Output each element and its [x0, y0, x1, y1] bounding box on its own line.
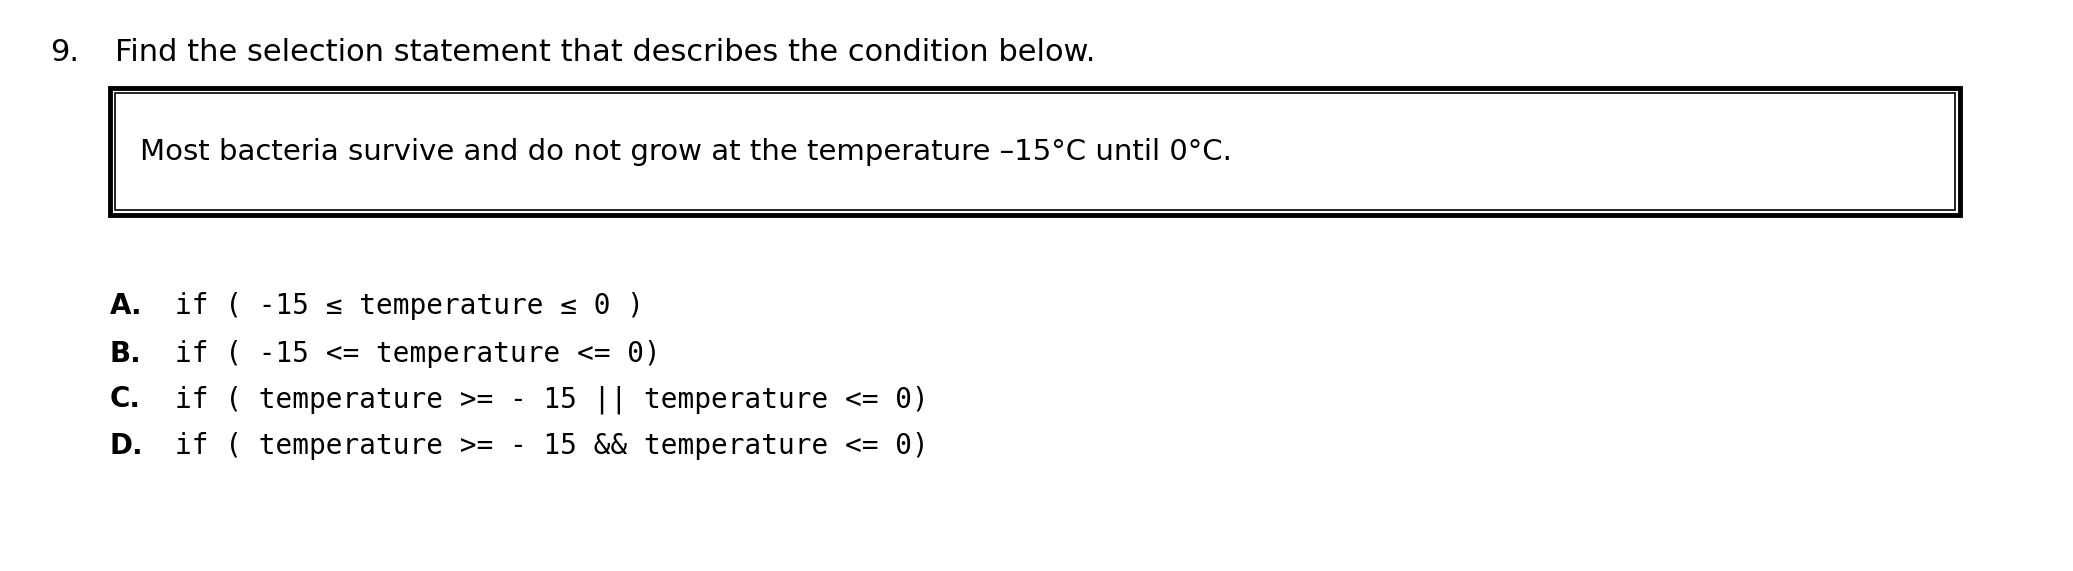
Text: if ( -15 ≤ temperature ≤ 0 ): if ( -15 ≤ temperature ≤ 0 ) — [174, 292, 645, 320]
Text: A.: A. — [110, 292, 143, 320]
Text: Most bacteria survive and do not grow at the temperature –15°C until 0°C.: Most bacteria survive and do not grow at… — [141, 138, 1231, 166]
Text: if ( temperature >= - 15 && temperature <= 0): if ( temperature >= - 15 && temperature … — [174, 432, 929, 460]
Text: if ( temperature >= - 15 || temperature <= 0): if ( temperature >= - 15 || temperature … — [174, 385, 929, 413]
Text: D.: D. — [110, 432, 143, 460]
Text: if ( -15 <= temperature <= 0): if ( -15 <= temperature <= 0) — [174, 340, 661, 368]
Text: 9.: 9. — [50, 38, 79, 67]
Text: B.: B. — [110, 340, 141, 368]
Text: Find the selection statement that describes the condition below.: Find the selection statement that descri… — [114, 38, 1095, 67]
Text: C.: C. — [110, 385, 141, 413]
